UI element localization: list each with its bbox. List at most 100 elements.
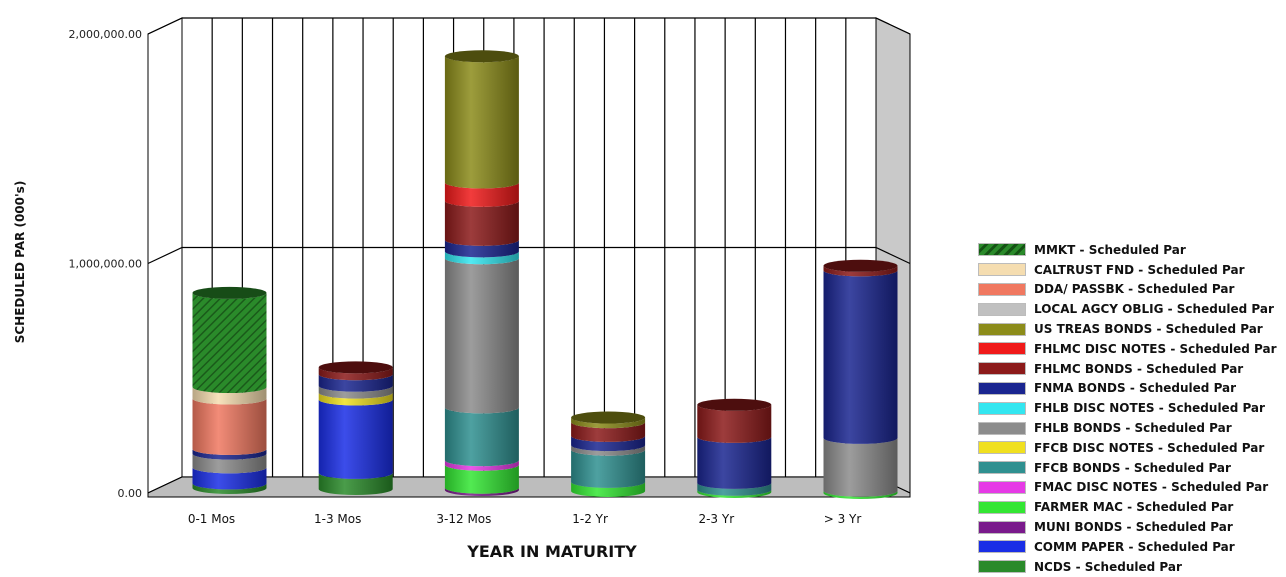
legend-swatch: [978, 362, 1026, 376]
bar-stack: [697, 398, 772, 498]
legend-swatch: [978, 381, 1026, 395]
legend-item: COMM PAPER - Scheduled Par: [978, 537, 1283, 557]
bar-segment: [444, 487, 519, 496]
bar-stack: [318, 361, 393, 495]
bar-segment: [192, 448, 267, 460]
legend-label: FARMER MAC - Scheduled Par: [1034, 500, 1234, 515]
legend-label: NCDS - Scheduled Par: [1034, 559, 1182, 574]
legend-label: FMAC DISC NOTES - Scheduled Par: [1034, 480, 1269, 495]
legend-label: MMKT - Scheduled Par: [1034, 242, 1186, 257]
legend-item: MMKT - Scheduled Par: [978, 240, 1283, 260]
legend-label: LOCAL AGCY OBLIG - Scheduled Par: [1034, 302, 1274, 317]
bar-segment: [571, 422, 646, 442]
bar-segment: [318, 399, 393, 479]
legend-item: NCDS - Scheduled Par: [978, 557, 1283, 577]
legend-label: FHLMC BONDS - Scheduled Par: [1034, 361, 1244, 376]
bar-segment: [823, 437, 898, 497]
legend-label: DDA/ PASSBK - Scheduled Par: [1034, 282, 1235, 297]
legend-swatch: [978, 560, 1026, 574]
x-tick-label: 2-3 Yr: [698, 512, 734, 526]
bar-top-cap: [697, 398, 772, 411]
legend-swatch: [978, 302, 1026, 316]
bar-segment: [444, 258, 519, 414]
legend-swatch: [978, 322, 1026, 336]
x-axis-title: YEAR IN MATURITY: [466, 542, 637, 561]
bar-segment: [571, 449, 646, 488]
y-tick-label: 1,000,000.00: [69, 258, 142, 271]
bar-segment: [192, 467, 267, 490]
legend-item: FFCB DISC NOTES - Scheduled Par: [978, 438, 1283, 458]
legend-item: FFCB BONDS - Scheduled Par: [978, 458, 1283, 478]
bar-segment: [444, 464, 519, 494]
bar-stack: [192, 286, 267, 494]
bar-segment: [444, 460, 519, 471]
bar-segment: [318, 374, 393, 392]
bar-segment: [318, 385, 393, 399]
bar-segment: [444, 56, 519, 189]
bar-segment: [192, 483, 267, 494]
legend-swatch: [978, 500, 1026, 514]
legend-swatch: [978, 520, 1026, 534]
legend-swatch: [978, 461, 1026, 475]
chart-legend: MMKT - Scheduled Par CALTRUST FND - Sched…: [978, 240, 1283, 577]
legend-label: US TREAS BONDS - Scheduled Par: [1034, 322, 1263, 337]
legend-swatch: [978, 540, 1026, 554]
y-tick-label: 0.00: [118, 487, 143, 500]
legend-item: FHLMC BONDS - Scheduled Par: [978, 359, 1283, 379]
y-axis-title: SCHEDULED PAR (000's): [13, 181, 27, 344]
bar-top-cap: [444, 50, 519, 63]
bar-segment: [823, 270, 898, 444]
bar-stack: [823, 259, 898, 500]
legend-item: CALTRUST FND - Scheduled Par: [978, 260, 1283, 280]
bar-segment: [444, 200, 519, 246]
bar-segment: [823, 490, 898, 500]
bar-segment: [697, 489, 772, 498]
x-tick-label: 1-3 Mos: [314, 512, 361, 526]
legend-swatch: [978, 480, 1026, 494]
legend-item: FHLMC DISC NOTES - Scheduled Par: [978, 339, 1283, 359]
bar-segment: [571, 417, 646, 429]
bar-segment: [318, 392, 393, 406]
legend-item: DDA/ PASSBK - Scheduled Par: [978, 280, 1283, 300]
bar-top-cap: [192, 286, 267, 299]
bar-segment: [571, 435, 646, 452]
bar-segment: [318, 472, 393, 495]
bar-stack: [571, 411, 646, 497]
bar-top-cap: [571, 411, 646, 424]
grid-line-horizontal: [147, 17, 911, 35]
legend-item: FARMER MAC - Scheduled Par: [978, 497, 1283, 517]
chart-axes: 0.00 1,000,000.00 2,000,000.00 0-1 Mos 1-3 M…: [69, 28, 862, 526]
bar-segment: [318, 367, 393, 381]
bar-stack: [444, 50, 519, 496]
y-tick-label: 2,000,000.00: [69, 28, 142, 41]
legend-swatch: [978, 243, 1026, 257]
legend-item: FMAC DISC NOTES - Scheduled Par: [978, 478, 1283, 498]
bar-segment: [444, 182, 519, 207]
chart-bars: [192, 50, 898, 500]
grid-line-horizontal: [147, 246, 911, 265]
bar-top-cap: [318, 361, 393, 374]
chart-walls: [147, 17, 911, 498]
bar-segment: [823, 265, 898, 277]
bar-segment: [192, 398, 267, 455]
legend-swatch: [978, 263, 1026, 277]
bar-segment: [444, 407, 519, 467]
legend-label: FNMA BONDS - Scheduled Par: [1034, 381, 1237, 396]
bar-segment: [697, 404, 772, 443]
legend-label: FHLMC DISC NOTES - Scheduled Par: [1034, 341, 1277, 356]
bar-segment: [444, 239, 519, 258]
x-tick-label: 1-2 Yr: [572, 512, 608, 526]
bar-segment: [571, 481, 646, 497]
legend-swatch: [978, 421, 1026, 435]
bar-segment: [697, 436, 772, 489]
legend-label: FFCB BONDS - Scheduled Par: [1034, 460, 1231, 475]
bar-segment: [192, 453, 267, 474]
bar-segment: [192, 387, 267, 405]
legend-label: CALTRUST FND - Scheduled Par: [1034, 262, 1245, 277]
x-tick-label: 0-1 Mos: [188, 512, 235, 526]
legend-label: COMM PAPER - Scheduled Par: [1034, 539, 1235, 554]
legend-swatch: [978, 441, 1026, 455]
bar-top-cap: [823, 259, 898, 272]
legend-item: FHLB BONDS - Scheduled Par: [978, 418, 1283, 438]
